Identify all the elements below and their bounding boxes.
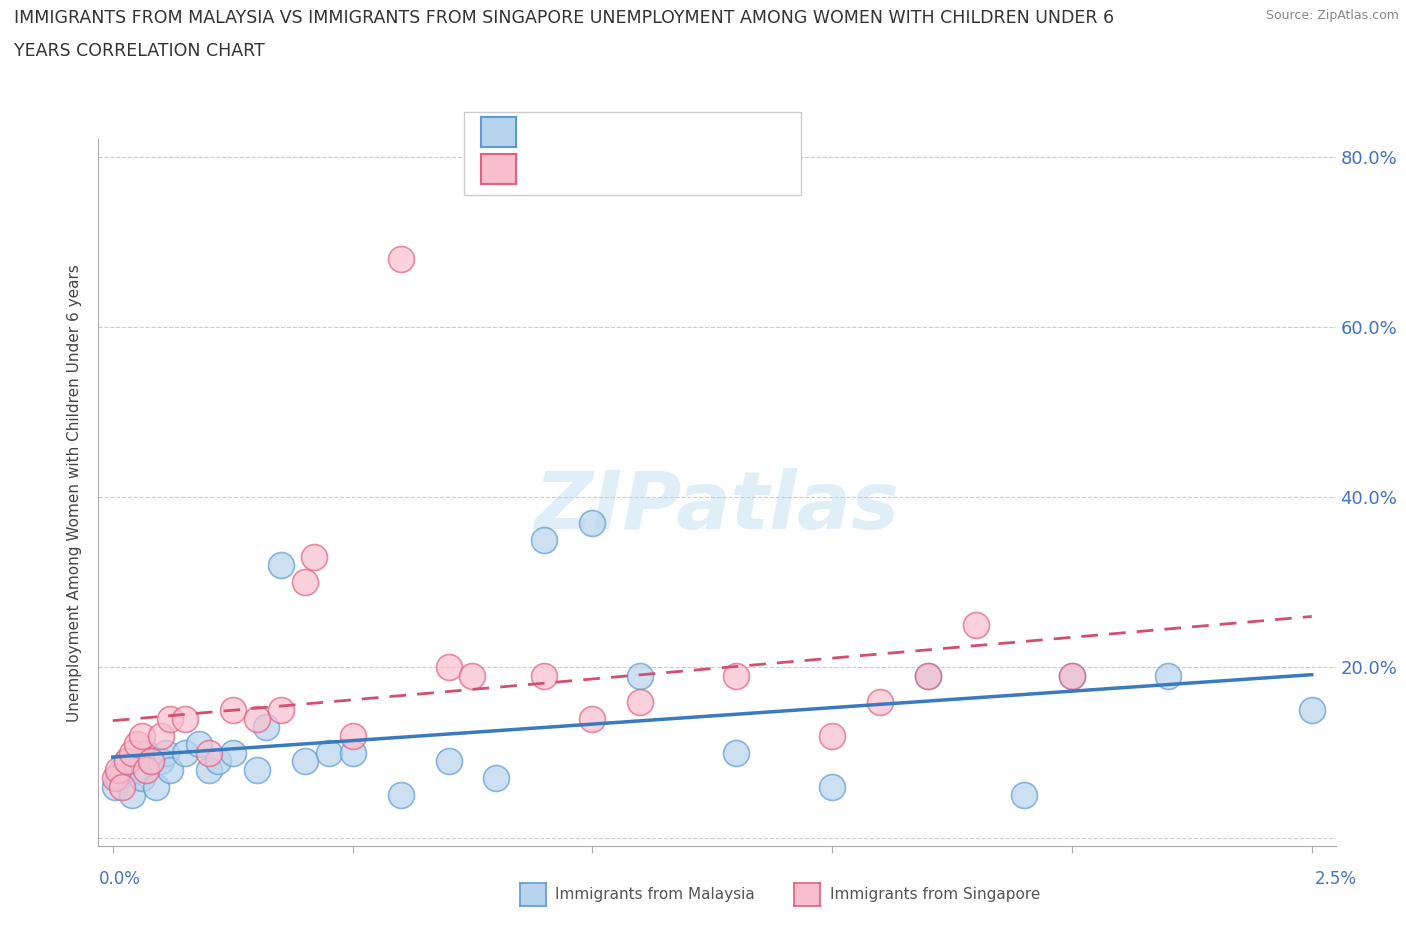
Point	[207, 753, 229, 768]
Text: 37: 37	[679, 123, 702, 141]
Point	[254, 720, 277, 735]
Point	[342, 728, 364, 743]
Point	[197, 763, 219, 777]
Text: YEARS CORRELATION CHART: YEARS CORRELATION CHART	[14, 42, 264, 60]
Text: 0.0%: 0.0%	[98, 870, 141, 888]
Text: Immigrants from Malaysia: Immigrants from Malaysia	[555, 887, 755, 902]
Text: R =: R =	[527, 123, 567, 141]
Point	[188, 737, 211, 751]
Point	[141, 753, 163, 768]
Point	[222, 745, 245, 760]
Point	[1060, 669, 1083, 684]
Point	[197, 745, 219, 760]
Point	[821, 779, 844, 794]
Point	[131, 771, 153, 786]
Point	[246, 763, 269, 777]
Point	[533, 532, 555, 547]
Point	[725, 745, 748, 760]
Text: N =: N =	[623, 160, 675, 179]
Point	[270, 702, 292, 717]
Point	[869, 694, 891, 709]
Point	[135, 745, 157, 760]
Point	[1301, 702, 1323, 717]
Point	[135, 763, 157, 777]
Point	[581, 711, 603, 726]
Point	[111, 763, 134, 777]
Point	[302, 550, 325, 565]
Text: IMMIGRANTS FROM MALAYSIA VS IMMIGRANTS FROM SINGAPORE UNEMPLOYMENT AMONG WOMEN W: IMMIGRANTS FROM MALAYSIA VS IMMIGRANTS F…	[14, 9, 1114, 27]
Point	[131, 728, 153, 743]
Point	[461, 669, 484, 684]
Text: 2.5%: 2.5%	[1315, 870, 1357, 888]
Point	[159, 763, 181, 777]
Point	[104, 771, 127, 786]
Text: 31: 31	[679, 160, 702, 179]
Point	[437, 660, 460, 675]
Point	[125, 763, 148, 777]
Point	[121, 745, 143, 760]
Text: R =: R =	[527, 160, 567, 179]
Point	[173, 711, 195, 726]
Point	[389, 251, 412, 266]
Text: Immigrants from Singapore: Immigrants from Singapore	[830, 887, 1040, 902]
Point	[917, 669, 939, 684]
Point	[628, 669, 651, 684]
Point	[115, 753, 138, 768]
Point	[222, 702, 245, 717]
Point	[141, 753, 163, 768]
Point	[1012, 788, 1035, 803]
Point	[533, 669, 555, 684]
Point	[294, 575, 316, 590]
Text: ZIPatlas: ZIPatlas	[534, 468, 900, 546]
Point	[821, 728, 844, 743]
Point	[159, 711, 181, 726]
Point	[270, 558, 292, 573]
Point	[1060, 669, 1083, 684]
Text: Source: ZipAtlas.com: Source: ZipAtlas.com	[1265, 9, 1399, 22]
Text: 0.245: 0.245	[569, 160, 621, 179]
Point	[389, 788, 412, 803]
Point	[104, 779, 127, 794]
Text: 0.254: 0.254	[569, 123, 621, 141]
Point	[437, 753, 460, 768]
Text: N =: N =	[623, 123, 675, 141]
Point	[107, 771, 129, 786]
Point	[121, 788, 143, 803]
Point	[628, 694, 651, 709]
Point	[115, 753, 138, 768]
Point	[173, 745, 195, 760]
Point	[725, 669, 748, 684]
Y-axis label: Unemployment Among Women with Children Under 6 years: Unemployment Among Women with Children U…	[67, 264, 83, 722]
Point	[294, 753, 316, 768]
Point	[246, 711, 269, 726]
Point	[917, 669, 939, 684]
Point	[125, 737, 148, 751]
Point	[485, 771, 508, 786]
Point	[1157, 669, 1180, 684]
Point	[155, 745, 177, 760]
Point	[342, 745, 364, 760]
Point	[318, 745, 340, 760]
Point	[581, 515, 603, 530]
Point	[107, 763, 129, 777]
Point	[965, 618, 987, 632]
Point	[149, 728, 172, 743]
Point	[145, 779, 167, 794]
Point	[111, 779, 134, 794]
Point	[149, 753, 172, 768]
